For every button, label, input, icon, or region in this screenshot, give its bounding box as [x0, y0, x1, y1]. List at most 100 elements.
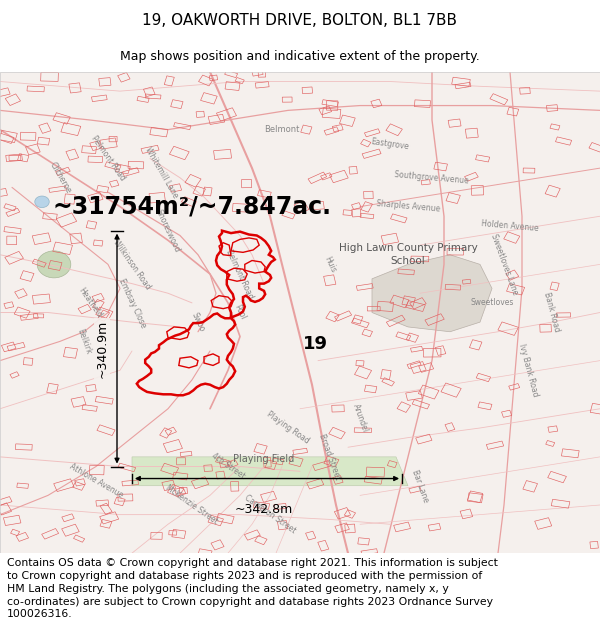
Bar — [70, 233, 82, 244]
Bar — [334, 508, 350, 519]
Bar — [0, 503, 11, 515]
Bar — [406, 391, 422, 401]
Bar — [56, 168, 70, 176]
Bar — [590, 403, 600, 414]
Bar — [506, 284, 524, 295]
Bar — [322, 99, 338, 107]
Bar — [97, 186, 109, 193]
Bar — [589, 142, 600, 153]
Bar — [436, 346, 446, 356]
Bar — [170, 99, 183, 109]
Text: 4th Street: 4th Street — [209, 452, 247, 481]
Bar — [410, 298, 426, 309]
Bar — [198, 549, 212, 557]
Bar — [302, 87, 313, 94]
Text: Belmont Road: Belmont Road — [224, 248, 256, 300]
Bar — [49, 186, 67, 192]
Bar — [424, 348, 441, 357]
Bar — [406, 333, 419, 342]
Bar — [282, 97, 292, 102]
Bar — [14, 307, 30, 318]
Bar — [471, 186, 484, 195]
Bar — [272, 458, 284, 465]
Bar — [224, 71, 238, 78]
Bar — [225, 82, 240, 91]
Bar — [92, 293, 104, 302]
Bar — [547, 105, 558, 111]
Bar — [332, 476, 343, 484]
Bar — [546, 441, 555, 446]
Bar — [235, 78, 244, 84]
Bar — [410, 346, 423, 352]
Text: Wilkinson Road: Wilkinson Road — [112, 238, 152, 291]
Bar — [5, 251, 23, 264]
Bar — [556, 312, 571, 318]
Bar — [17, 154, 29, 162]
Bar — [227, 459, 238, 468]
Bar — [361, 549, 377, 555]
Bar — [356, 284, 373, 291]
Bar — [17, 483, 28, 488]
Bar — [16, 532, 29, 541]
Bar — [416, 434, 432, 444]
Text: ~340.9m: ~340.9m — [95, 319, 109, 378]
Bar — [318, 541, 329, 551]
Bar — [82, 404, 97, 411]
Bar — [402, 296, 415, 306]
Text: Eastgrove: Eastgrove — [370, 137, 410, 151]
Bar — [441, 383, 461, 398]
Bar — [294, 201, 309, 213]
Bar — [326, 101, 338, 110]
Bar — [160, 428, 172, 438]
Bar — [216, 471, 225, 479]
Bar — [548, 471, 566, 482]
Bar — [86, 384, 96, 392]
Bar — [253, 502, 269, 509]
Text: Belmont: Belmont — [265, 125, 299, 134]
Bar — [94, 240, 103, 246]
Bar — [98, 310, 110, 321]
Bar — [343, 210, 352, 216]
Text: High Lawn County Primary
School: High Lawn County Primary School — [338, 243, 478, 266]
Text: McKenzie Street: McKenzie Street — [164, 484, 220, 526]
Bar — [307, 479, 324, 489]
Bar — [452, 78, 470, 86]
Bar — [467, 491, 483, 502]
Bar — [255, 82, 269, 88]
Bar — [118, 463, 136, 472]
Bar — [434, 162, 448, 171]
Bar — [397, 402, 410, 412]
Bar — [263, 458, 271, 468]
Bar — [209, 75, 218, 81]
Bar — [199, 75, 213, 86]
Bar — [364, 476, 382, 484]
Bar — [258, 69, 266, 78]
Bar — [216, 514, 234, 524]
Bar — [6, 154, 22, 162]
Bar — [391, 214, 407, 223]
Bar — [214, 149, 232, 159]
Text: Map shows position and indicative extent of the property.: Map shows position and indicative extent… — [120, 49, 480, 62]
Bar — [332, 124, 343, 132]
Bar — [96, 307, 113, 319]
Text: ~342.8m: ~342.8m — [235, 503, 293, 516]
Bar — [39, 123, 51, 133]
Bar — [64, 194, 75, 204]
Bar — [69, 83, 81, 93]
Bar — [463, 279, 471, 284]
Bar — [319, 106, 332, 115]
Bar — [396, 332, 411, 341]
Bar — [364, 129, 380, 137]
Bar — [96, 500, 109, 506]
Text: Cameron Street: Cameron Street — [242, 494, 298, 536]
Bar — [174, 487, 186, 496]
Bar — [34, 314, 44, 318]
Bar — [487, 441, 503, 449]
Bar — [20, 132, 36, 141]
Bar — [169, 531, 177, 535]
Bar — [137, 96, 149, 102]
Text: Clitheroe: Clitheroe — [47, 161, 73, 195]
Bar — [361, 202, 373, 212]
Text: Bar Lane: Bar Lane — [410, 468, 430, 503]
Bar — [356, 361, 364, 366]
